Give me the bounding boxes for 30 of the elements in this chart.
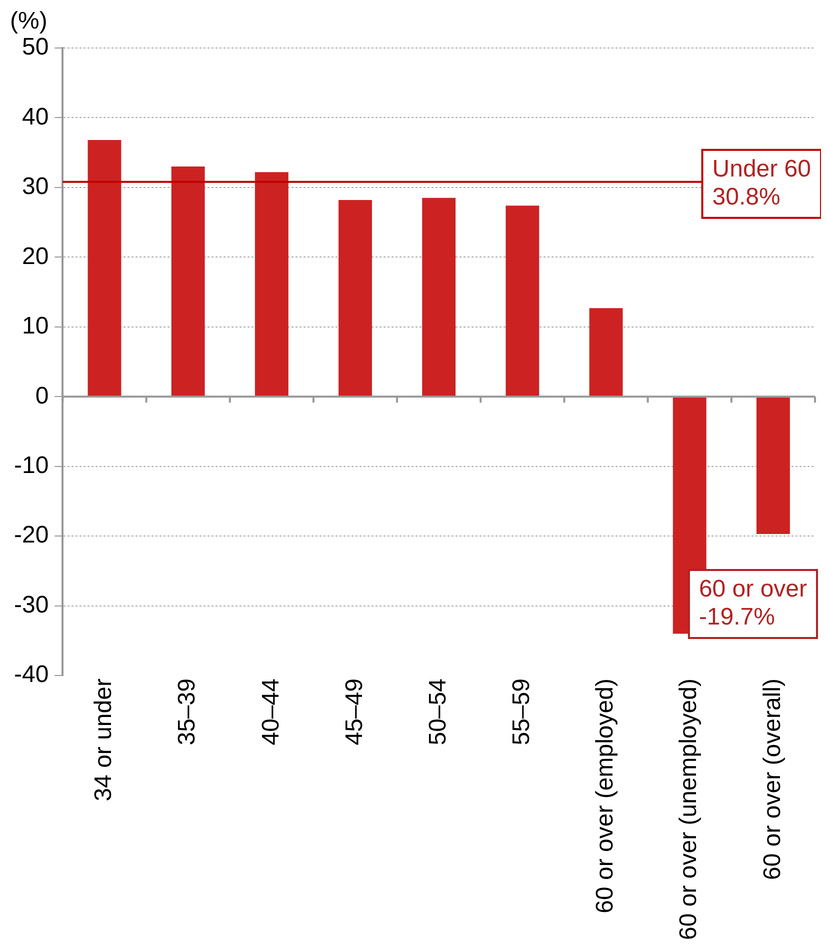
y-tick-label: 20 — [22, 242, 49, 270]
y-tick-label: 40 — [22, 103, 49, 130]
y-tick-label: -20 — [14, 522, 49, 549]
y-axis-title: (%) — [10, 8, 48, 35]
x-tick-label: 40–44 — [257, 678, 284, 746]
x-tick-label: 60 or over (unemployed) — [675, 678, 702, 940]
x-tick-label: 60 or over (overall) — [758, 678, 786, 880]
bar — [88, 140, 122, 396]
annotation: 60 or over -19.7% — [698, 576, 808, 631]
x-tick-label: 45–49 — [340, 678, 368, 746]
x-tick-label: 60 or over (employed) — [592, 678, 619, 914]
x-tick-label: 35–39 — [174, 678, 201, 746]
y-tick-label: 0 — [35, 382, 49, 410]
x-tick-label: 55–59 — [508, 678, 536, 746]
bar — [338, 200, 372, 396]
bar — [756, 397, 790, 534]
y-tick-label: -40 — [14, 661, 49, 688]
y-tick-label: 30 — [22, 173, 49, 200]
bar — [422, 198, 456, 396]
x-tick-label: 50–54 — [424, 678, 452, 746]
y-tick-label: -10 — [14, 452, 49, 479]
bar — [506, 206, 540, 396]
y-tick-label: 50 — [22, 34, 49, 61]
x-tick-label: 34 or under — [90, 678, 118, 802]
bar — [254, 172, 288, 396]
bar — [171, 166, 205, 396]
y-tick-label: 10 — [22, 312, 49, 340]
bar — [589, 308, 623, 396]
ref-line-label: Under 60 30.8% — [712, 156, 812, 210]
y-tick-label: -30 — [14, 591, 49, 618]
